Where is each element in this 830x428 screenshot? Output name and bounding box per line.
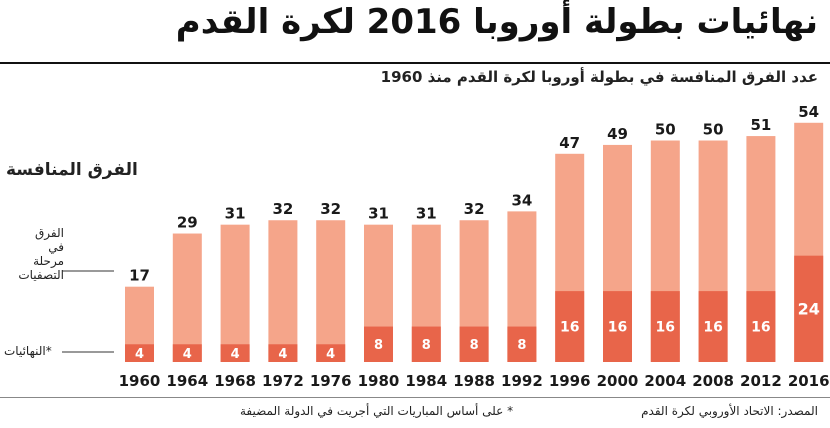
finals-label-1988: 8: [470, 338, 479, 353]
total-label-2016: 54: [798, 103, 819, 121]
x-tick-label-2008: 2008: [692, 372, 734, 390]
x-tick-label-1968: 1968: [214, 372, 256, 390]
bar-finals-2016: [794, 255, 824, 362]
x-tick-label-1992: 1992: [501, 372, 543, 390]
total-label-2000: 49: [607, 125, 628, 143]
bar-qualifiers-1976: [316, 220, 346, 362]
total-label-1996: 47: [559, 134, 580, 152]
bar-finals-1960: [125, 344, 154, 362]
bar-finals-2004: [650, 291, 680, 362]
bar-qualifiers-1968: [220, 224, 250, 362]
x-tick-label-1984: 1984: [405, 372, 447, 390]
bar-finals-1980: [364, 326, 393, 362]
total-label-2012: 51: [750, 116, 771, 134]
title-divider: [0, 62, 830, 64]
x-tick-label-1976: 1976: [310, 372, 352, 390]
total-label-1968: 31: [225, 205, 246, 223]
total-label-1980: 31: [368, 205, 389, 223]
finals-label-1980: 8: [374, 338, 383, 353]
x-tick-label-1960: 1960: [119, 372, 161, 390]
bar-qualifiers-1964: [172, 233, 202, 362]
finals-label-1968: 4: [231, 347, 240, 362]
chart-title: نهائيات بطولة أوروبا 2016 لكرة القدم: [175, 2, 818, 42]
x-tick-label-1996: 1996: [549, 372, 591, 390]
y-axis-title: الفرق المنافسة: [6, 160, 138, 180]
total-label-1964: 29: [177, 214, 198, 232]
x-tick-label-1988: 1988: [453, 372, 495, 390]
bar-finals-1996: [555, 291, 585, 362]
bar-finals-1972: [268, 344, 298, 362]
x-tick-label-2016: 2016: [788, 372, 830, 390]
chart-subtitle: عدد الفرق المنافسة في بطولة أوروبا لكرة …: [380, 68, 818, 86]
total-label-1984: 31: [416, 205, 437, 223]
bar-finals-2000: [603, 291, 632, 362]
finals-label-2012: 16: [751, 320, 770, 336]
bar-finals-2008: [698, 291, 728, 362]
finals-label-1992: 8: [517, 338, 526, 353]
finals-label-1976: 4: [326, 347, 335, 362]
finals-label-2000: 16: [608, 320, 627, 336]
x-tick-label-2012: 2012: [740, 372, 782, 390]
source-note: المصدر: الاتحاد الأوروبي لكرة القدم: [641, 404, 818, 418]
x-tick-label-1980: 1980: [358, 372, 400, 390]
finals-label-1960: 4: [135, 347, 144, 362]
total-label-2004: 50: [655, 121, 676, 139]
finals-series-label: *النهائيات: [4, 344, 52, 358]
total-label-1976: 32: [320, 200, 341, 218]
bar-qualifiers-1972: [268, 220, 298, 362]
finals-label-2016: 24: [798, 300, 820, 319]
bar-finals-1964: [172, 344, 202, 362]
total-label-1992: 34: [511, 191, 532, 209]
bar-chart: 17 4 1960 29 4 1964 31 4 1968 32 4 1972 32 4 1976 31 8 19…: [62, 103, 830, 390]
footer-divider: [0, 397, 830, 398]
x-tick-label-2004: 2004: [644, 372, 686, 390]
total-label-1988: 32: [464, 200, 485, 218]
total-label-1960: 17: [129, 267, 150, 285]
finals-label-1964: 4: [183, 347, 192, 362]
x-tick-label-2000: 2000: [597, 372, 639, 390]
finals-label-1972: 4: [278, 347, 287, 362]
finals-label-1984: 8: [422, 338, 431, 353]
finals-label-2004: 16: [656, 320, 675, 336]
total-label-2008: 50: [703, 121, 724, 139]
finals-label-1996: 16: [560, 320, 579, 336]
x-tick-label-1972: 1972: [262, 372, 304, 390]
finals-label-2008: 16: [703, 320, 722, 336]
total-label-1972: 32: [272, 200, 293, 218]
bar-finals-1976: [316, 344, 346, 362]
bar-finals-1992: [507, 326, 537, 362]
bar-finals-2012: [746, 291, 776, 362]
bar-finals-1968: [220, 344, 250, 362]
bar-finals-1984: [411, 326, 441, 362]
qualifiers-series-label: الفرق في مرحلة التصفيات: [18, 226, 64, 282]
footnote: * على أساس المباريات التي أجريت في الدول…: [240, 404, 514, 418]
x-tick-label-1964: 1964: [166, 372, 208, 390]
bar-finals-1988: [459, 326, 489, 362]
